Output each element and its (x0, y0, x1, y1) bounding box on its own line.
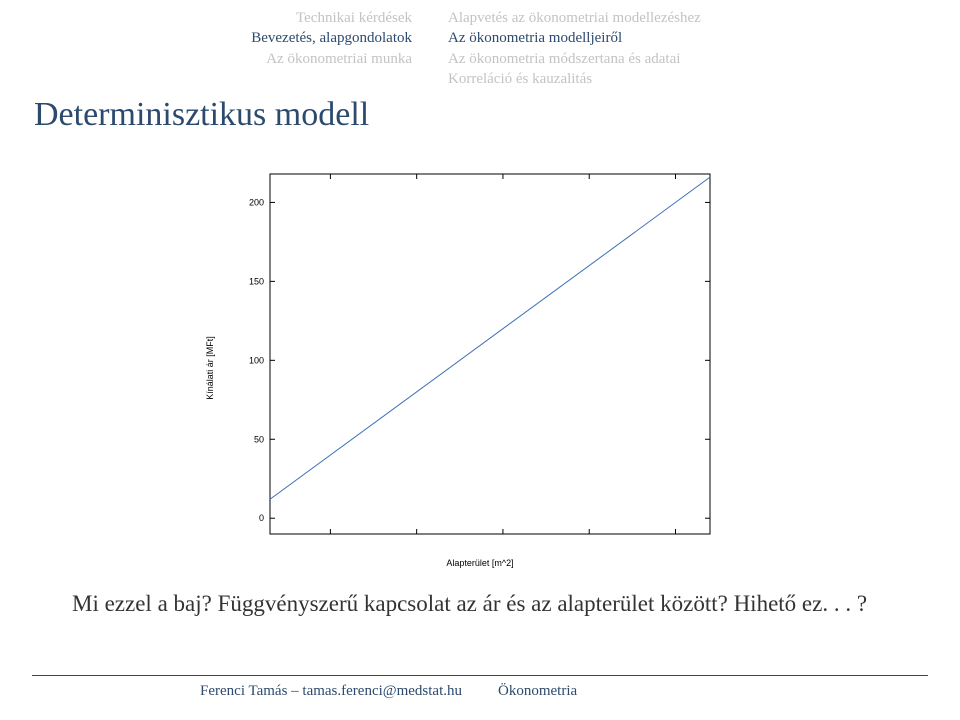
x-axis-label: Alapterület [m^2] (240, 558, 720, 568)
nav-right-item: Az ökonometria modelljeiről (448, 28, 788, 48)
svg-text:0: 0 (259, 513, 264, 523)
slide-title: Determinisztikus modell (34, 96, 369, 134)
slide-root: Technikai kérdések Bevezetés, alapgondol… (0, 0, 960, 720)
nav-right-item: Az ökonometria módszertana és adatai (448, 49, 788, 69)
footer-title: Ökonometria (480, 683, 960, 700)
nav-left-item: Bevezetés, alapgondolatok (172, 28, 412, 48)
footer-rule (32, 675, 928, 676)
body-paragraph: Mi ezzel a baj? Függvényszerű kapcsolat … (72, 588, 888, 619)
chart-container: Kínálati ár [MFt] 1002003004005000501001… (240, 168, 720, 568)
nav-left-item: Az ökonometriai munka (172, 49, 412, 69)
svg-text:200: 200 (249, 197, 264, 207)
nav-right-column: Alapvetés az ökonometriai modellezéshez … (430, 8, 788, 89)
nav-left-item: Technikai kérdések (172, 8, 412, 28)
y-axis-label: Kínálati ár [MFt] (205, 336, 215, 400)
svg-text:100: 100 (249, 355, 264, 365)
svg-text:150: 150 (249, 276, 264, 286)
nav-right-item: Alapvetés az ökonometriai modellezéshez (448, 8, 788, 28)
nav-left-column: Technikai kérdések Bevezetés, alapgondol… (172, 8, 430, 89)
svg-text:50: 50 (254, 434, 264, 444)
nav-right-item: Korreláció és kauzalitás (448, 69, 788, 89)
line-chart: 100200300400500050100150200 (240, 168, 716, 540)
footer: Ferenci Tamás – tamas.ferenci@medstat.hu… (0, 683, 960, 700)
header-nav: Technikai kérdések Bevezetés, alapgondol… (0, 8, 960, 89)
footer-author: Ferenci Tamás – tamas.ferenci@medstat.hu (0, 683, 480, 700)
